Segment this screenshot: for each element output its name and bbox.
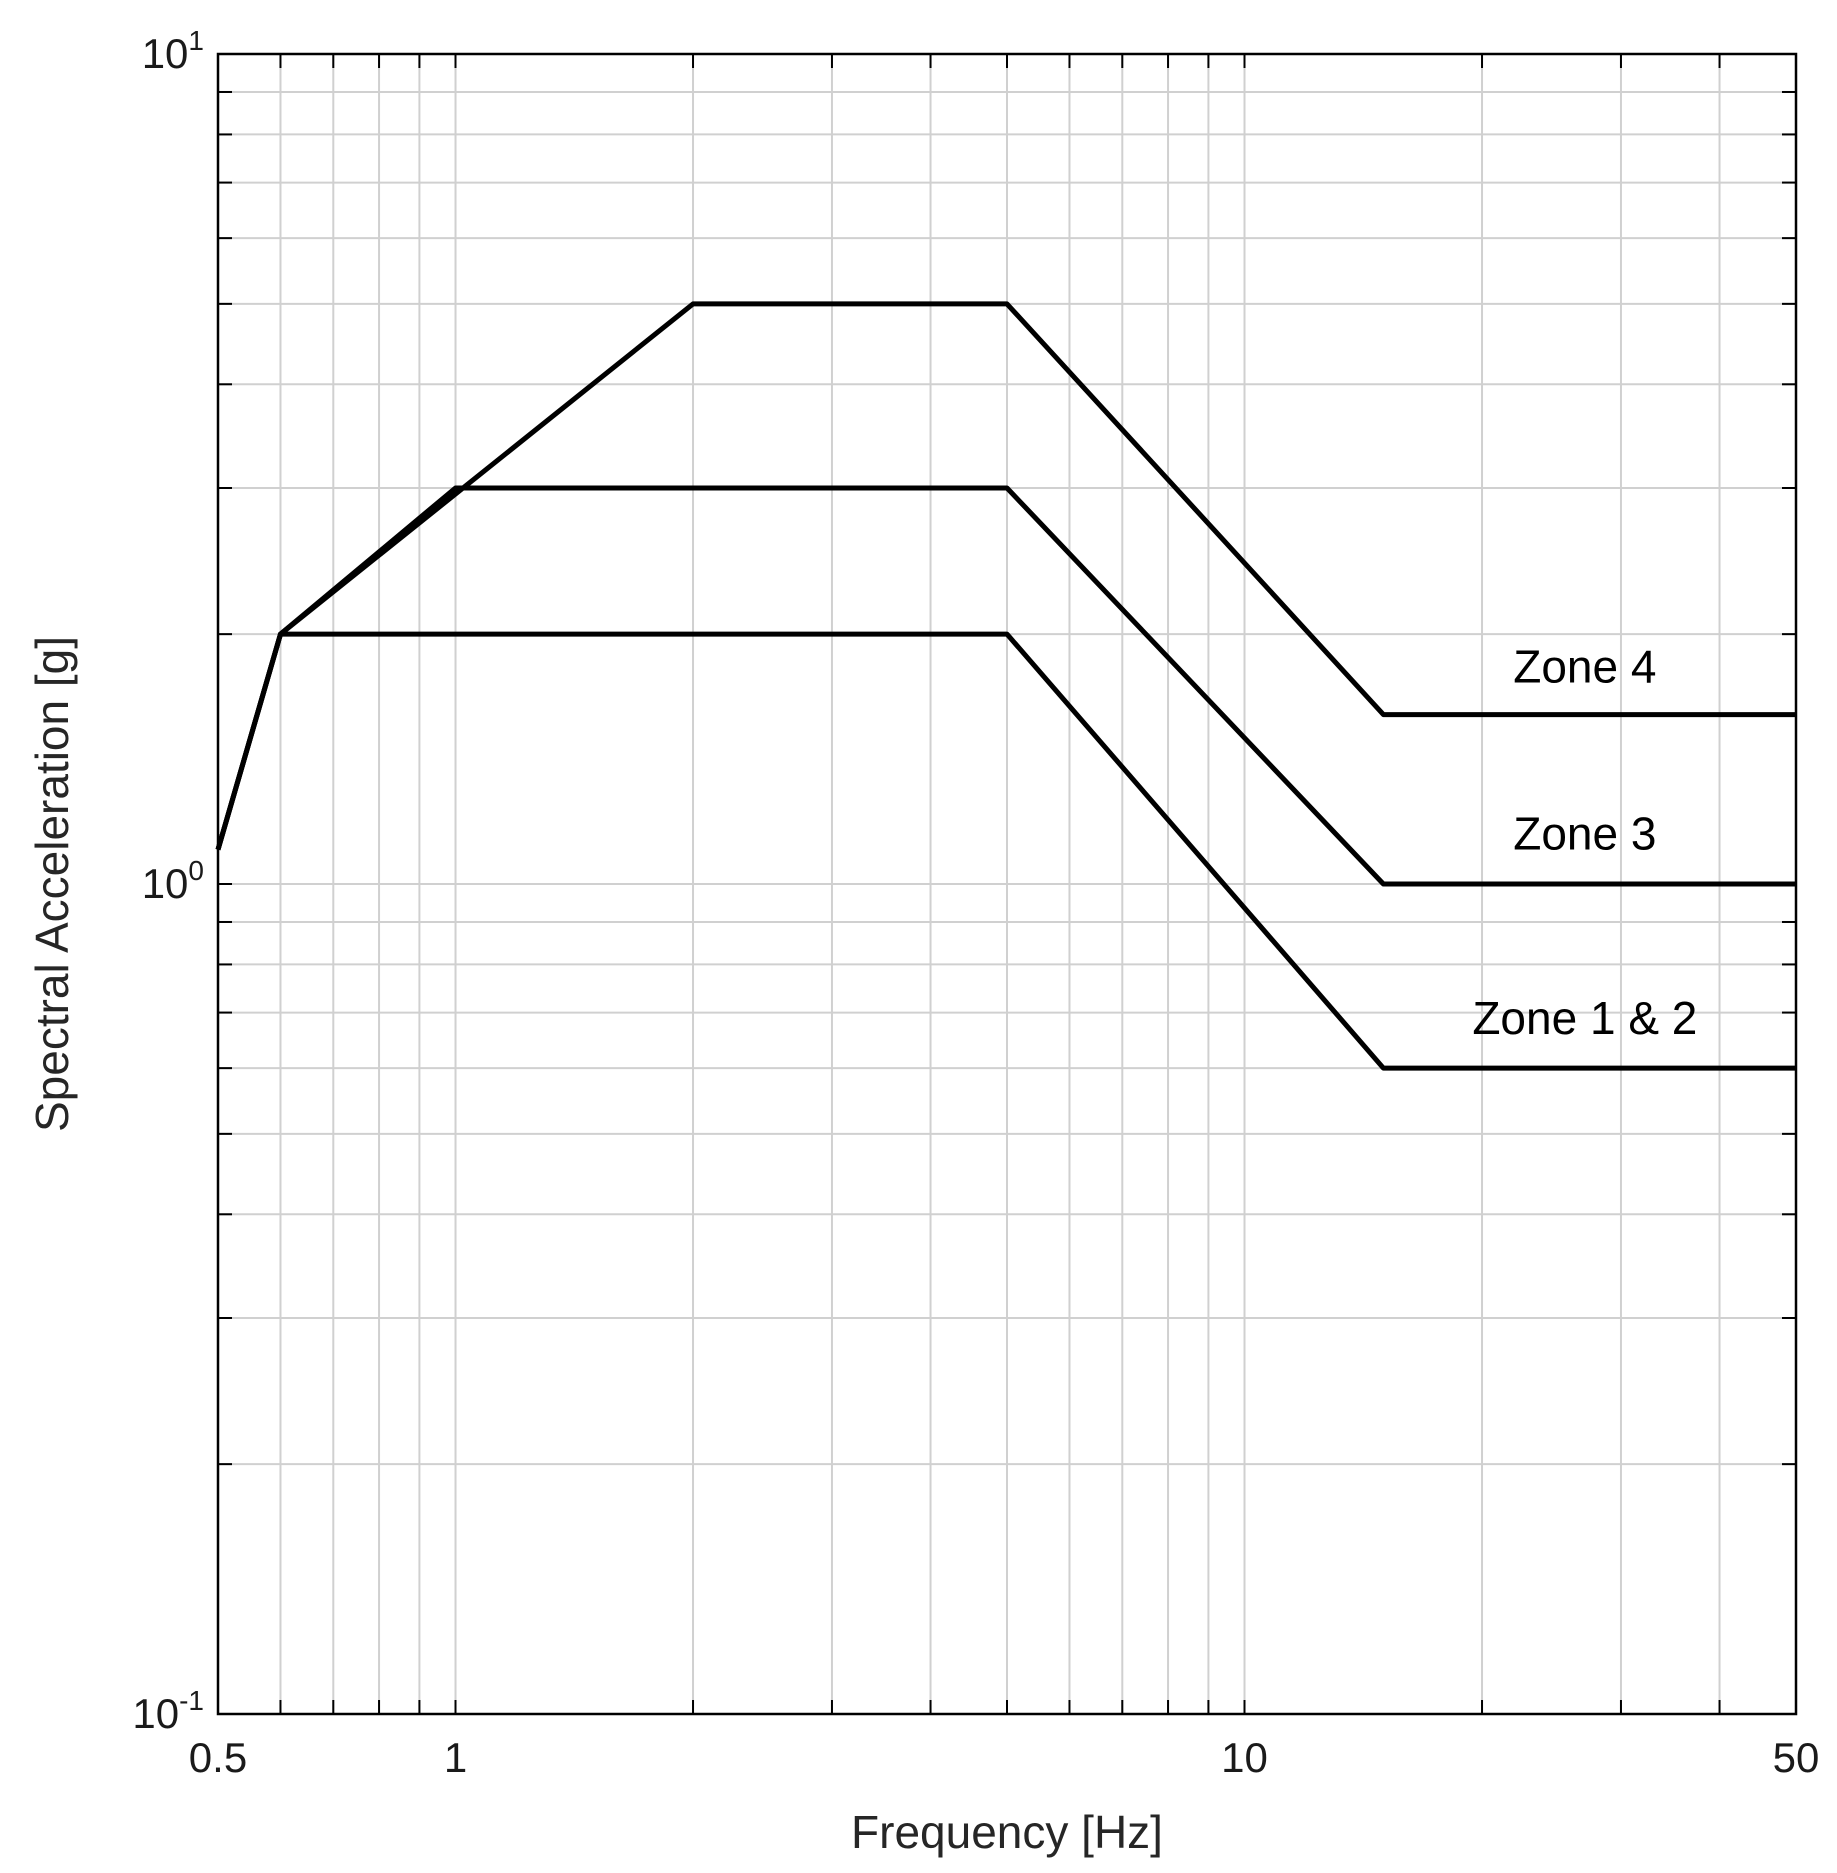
y-tick-label: 100 <box>142 855 204 907</box>
x-axis-title: Frequency [Hz] <box>851 1806 1163 1858</box>
y-tick-labels: 10-1 100 101 <box>132 25 204 1737</box>
y-axis-title: Spectral Acceleration [g] <box>26 636 78 1132</box>
series-line-zone-1-2 <box>215 631 1796 1071</box>
x-tick-labels: 0.5 1 10 50 <box>189 1734 1820 1781</box>
zone-annotation: Zone 3 <box>1513 808 1656 860</box>
y-tick-label: 10-1 <box>132 1685 204 1737</box>
x-tick-label: 1 <box>444 1734 467 1781</box>
x-tick-label: 50 <box>1773 1734 1820 1781</box>
zone-annotation: Zone 1 & 2 <box>1472 992 1697 1044</box>
zone-annotation: Zone 4 <box>1513 640 1656 692</box>
y-tick-label: 101 <box>142 25 204 77</box>
x-tick-label: 10 <box>1221 1734 1268 1781</box>
series-lines <box>215 301 1796 1071</box>
axis-ticks <box>218 54 1796 1714</box>
x-tick-label: 0.5 <box>189 1734 247 1781</box>
annotations: Zone 4 Zone 3 Zone 1 & 2 <box>1472 640 1697 1044</box>
